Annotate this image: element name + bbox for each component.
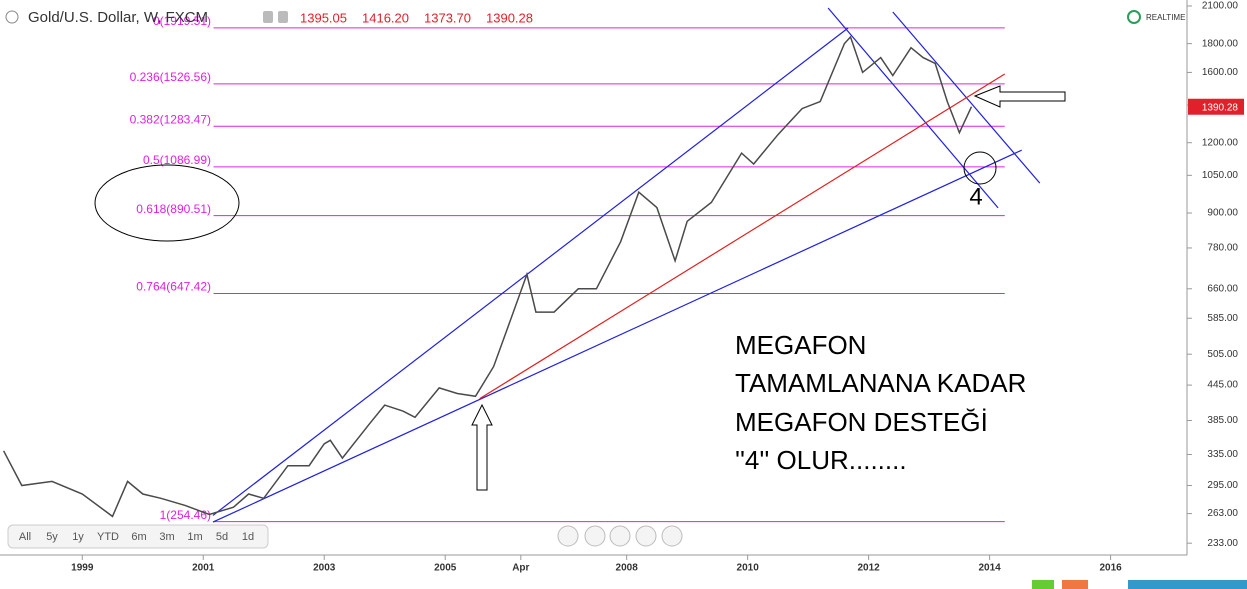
range-button[interactable]: 1d bbox=[242, 531, 254, 543]
range-button[interactable]: All bbox=[19, 531, 31, 543]
fib-label: 0.382(1283.47) bbox=[130, 112, 211, 126]
price-line bbox=[2, 35, 973, 518]
y-tick-label: 385.00 bbox=[1207, 415, 1238, 426]
marker-label: 4 bbox=[969, 183, 982, 210]
trend-line bbox=[212, 149, 1022, 523]
y-tick-label: 335.00 bbox=[1207, 449, 1238, 460]
header-icon[interactable] bbox=[278, 11, 288, 23]
corner-button[interactable] bbox=[1128, 580, 1247, 589]
nav-button[interactable] bbox=[584, 525, 606, 547]
x-tick-label: 2012 bbox=[858, 563, 881, 574]
ohlc-value: 1390.28 bbox=[486, 10, 533, 25]
y-tick-label: 780.00 bbox=[1207, 243, 1238, 254]
annotation-text: MEGAFON DESTEĞİ bbox=[735, 407, 988, 437]
nav-button[interactable] bbox=[557, 525, 579, 547]
y-tick-label: 445.00 bbox=[1207, 380, 1238, 391]
fib-label: 0.618(890.51) bbox=[136, 202, 211, 216]
range-button[interactable]: 1m bbox=[187, 531, 202, 543]
y-tick-label: 263.00 bbox=[1207, 508, 1238, 519]
ohlc-value: 1416.20 bbox=[362, 10, 409, 25]
toolbar-box bbox=[7, 524, 269, 549]
x-tick-label: 2016 bbox=[1099, 563, 1122, 574]
y-tick-label: 1050.00 bbox=[1202, 170, 1239, 181]
chart-title: Gold/U.S. Dollar, W, FXCM bbox=[28, 9, 208, 26]
range-button[interactable]: 5y bbox=[46, 531, 58, 543]
y-tick-label: 2100.00 bbox=[1202, 1, 1239, 12]
y-tick-label: 585.00 bbox=[1207, 313, 1238, 324]
fib-label: 0(1919.51) bbox=[153, 14, 211, 28]
nav-button[interactable] bbox=[661, 525, 683, 547]
x-tick-label: 2003 bbox=[313, 563, 336, 574]
y-tick-label: 1600.00 bbox=[1202, 67, 1239, 78]
trend-line bbox=[212, 27, 849, 516]
ellipse-annotation bbox=[94, 164, 240, 242]
y-tick-label: 295.00 bbox=[1207, 480, 1238, 491]
nav-controls bbox=[557, 525, 683, 547]
y-tick-label: 1200.00 bbox=[1202, 137, 1239, 148]
range-button[interactable]: 5d bbox=[216, 531, 228, 543]
y-tick-label: 900.00 bbox=[1207, 208, 1238, 219]
last-price-label: 1390.28 bbox=[1202, 102, 1239, 113]
x-tick-label: 2005 bbox=[434, 563, 457, 574]
annotation-text: TAMAMLANANA KADAR bbox=[735, 368, 1026, 398]
ohlc-value: 1373.70 bbox=[424, 10, 471, 25]
realtime-icon bbox=[1127, 10, 1141, 24]
annotation-text: MEGAFON bbox=[735, 330, 866, 360]
last-price-badge bbox=[1188, 98, 1244, 115]
x-tick-label: Apr bbox=[512, 563, 529, 574]
left-arrow bbox=[973, 85, 1066, 108]
range-button[interactable]: 3m bbox=[159, 531, 174, 543]
range-button[interactable]: YTD bbox=[97, 531, 119, 543]
y-tick-label: 660.00 bbox=[1207, 283, 1238, 294]
fib-label: 0.236(1526.56) bbox=[130, 70, 211, 84]
circle-annotation bbox=[963, 151, 997, 185]
y-tick-label: 233.00 bbox=[1207, 538, 1238, 549]
up-arrow bbox=[471, 403, 493, 491]
fib-label: 1(254.46) bbox=[160, 508, 211, 522]
nav-button[interactable] bbox=[609, 525, 631, 547]
range-button[interactable]: 1y bbox=[72, 531, 84, 543]
plot: 0(1919.51) 0.236(1526.56) 0.382(1283.47) 0.… bbox=[2, 7, 1041, 523]
fib-label: 0.5(1086.99) bbox=[143, 153, 211, 167]
range-toolbar: All 5y 1y YTD 6m 3m 1m 5d 1d bbox=[7, 524, 269, 549]
x-tick-label: 2010 bbox=[737, 563, 760, 574]
realtime-label: REALTIME bbox=[1146, 13, 1185, 22]
fib-label: 0.764(647.42) bbox=[136, 280, 211, 294]
range-button[interactable]: 6m bbox=[131, 531, 146, 543]
annotation-text: ''4'' OLUR........ bbox=[735, 445, 907, 475]
corner-button[interactable] bbox=[1032, 580, 1054, 589]
ohlc-value: 1395.05 bbox=[300, 10, 347, 25]
x-tick-label: 1999 bbox=[71, 563, 94, 574]
y-tick-label: 505.00 bbox=[1207, 349, 1238, 360]
collapse-icon[interactable] bbox=[5, 10, 19, 24]
y-tick-label: 1800.00 bbox=[1202, 38, 1239, 49]
header-icon[interactable] bbox=[263, 11, 273, 23]
x-tick-label: 2014 bbox=[978, 563, 1001, 574]
corner-button[interactable] bbox=[1062, 580, 1088, 589]
nav-button[interactable] bbox=[635, 525, 657, 547]
trend-line bbox=[479, 73, 1006, 400]
x-tick-label: 2001 bbox=[192, 563, 215, 574]
x-tick-label: 2008 bbox=[616, 563, 639, 574]
